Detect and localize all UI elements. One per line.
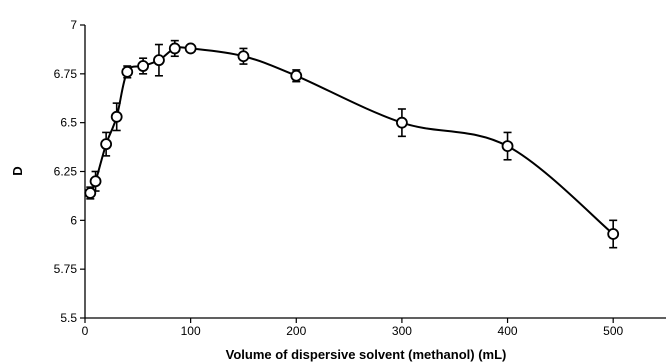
error-bars — [86, 39, 618, 249]
x-tick-label: 100 — [181, 324, 201, 338]
x-axis: 0 100 200 300 400 500 — [82, 318, 624, 338]
x-tick-label: 400 — [498, 324, 518, 338]
y-tick-label: 6.75 — [54, 67, 78, 81]
data-point — [237, 50, 250, 63]
x-tick-label: 300 — [392, 324, 412, 338]
data-point — [501, 140, 514, 153]
data-point — [396, 116, 408, 129]
y-axis-title: D — [10, 166, 25, 175]
data-point — [153, 54, 165, 67]
data-point — [137, 60, 150, 72]
data-point — [290, 69, 303, 82]
y-tick-label: 7 — [70, 18, 77, 32]
y-tick-label: 6.25 — [54, 165, 78, 179]
data-points — [84, 42, 620, 240]
data-point — [110, 110, 123, 123]
y-tick-label: 5.75 — [54, 262, 78, 276]
y-tick-label: 6.5 — [60, 116, 77, 130]
data-point — [184, 42, 197, 55]
data-point — [84, 187, 97, 199]
data-point — [100, 138, 113, 151]
y-tick-label: 6 — [70, 213, 77, 227]
x-tick-label: 500 — [603, 324, 623, 338]
data-point — [607, 228, 620, 240]
data-point — [121, 65, 134, 78]
y-tick-label: 5.5 — [60, 311, 77, 325]
x-axis-title: Volume of dispersive solvent (methanol) … — [226, 347, 507, 362]
y-axis: 5.5 5.75 6 6.25 6.5 6.75 7 — [54, 18, 85, 325]
data-point — [168, 42, 181, 55]
data-point — [89, 175, 102, 188]
x-tick-label: 0 — [82, 324, 89, 338]
x-tick-label: 200 — [286, 324, 306, 338]
series-curve — [89, 46, 614, 235]
